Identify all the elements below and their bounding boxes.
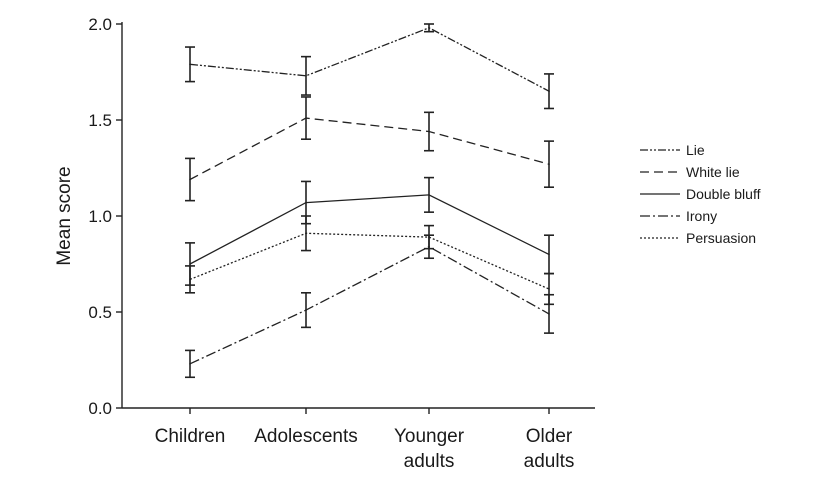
data-point-double-bluff [548,253,550,256]
data-point-double-bluff [428,194,430,196]
y-tick-label: 1.5 [88,111,112,130]
series-line-irony [189,245,550,365]
data-point-lie [428,27,430,29]
y-tick-label: 2.0 [88,15,112,34]
data-point-irony [189,363,191,365]
data-point-double-bluff [305,201,307,204]
legend-label-persuasion: Persuasion [686,230,756,246]
y-tick-label: 0.0 [88,399,112,418]
series-persuasion [185,215,554,306]
x-tick-label: Younger [394,426,465,447]
y-tick-label: 1.0 [88,207,112,226]
x-tick-label: Older [526,426,573,447]
series-white-lie [185,96,554,202]
data-point-persuasion [189,278,191,281]
data-point-irony [305,309,307,311]
y-tick-label: 0.5 [88,303,112,322]
data-point-irony [548,313,550,315]
data-point-lie [305,75,307,77]
data-point-white-lie [189,178,191,181]
data-point-persuasion [428,236,430,238]
axes: 0.0 0.5 1.0 1.5 2.0 Children Adolescents Younge… [88,15,595,472]
x-tick-label: adults [524,451,575,472]
data-point-white-lie [548,163,550,165]
series-line-double-bluff [189,194,550,265]
y-axis-title: Mean score [54,166,75,265]
legend-label-lie: Lie [686,142,705,158]
series-layer [185,23,554,379]
data-point-persuasion [548,288,550,290]
legend-label-white-lie: White lie [686,164,740,180]
data-point-double-bluff [189,263,191,265]
series-lie [185,23,554,110]
x-tick-label: adults [404,451,455,472]
x-tick-label: Children [155,426,226,447]
x-tick-label: Adolescents [254,426,358,447]
series-irony [185,234,554,379]
series-line-persuasion [189,232,550,290]
legend-label-irony: Irony [686,208,717,224]
legend-label-double-bluff: Double bluff [686,186,761,202]
series-line-lie [189,27,550,92]
series-double-bluff [185,176,554,286]
data-point-persuasion [305,232,307,235]
series-line-white-lie [189,117,550,181]
legend: Lie White lie Double bluff Irony Persuasion [640,142,761,246]
data-point-lie [548,90,550,92]
data-point-white-lie [305,117,307,119]
data-point-lie [189,63,191,66]
data-point-white-lie [428,130,430,133]
